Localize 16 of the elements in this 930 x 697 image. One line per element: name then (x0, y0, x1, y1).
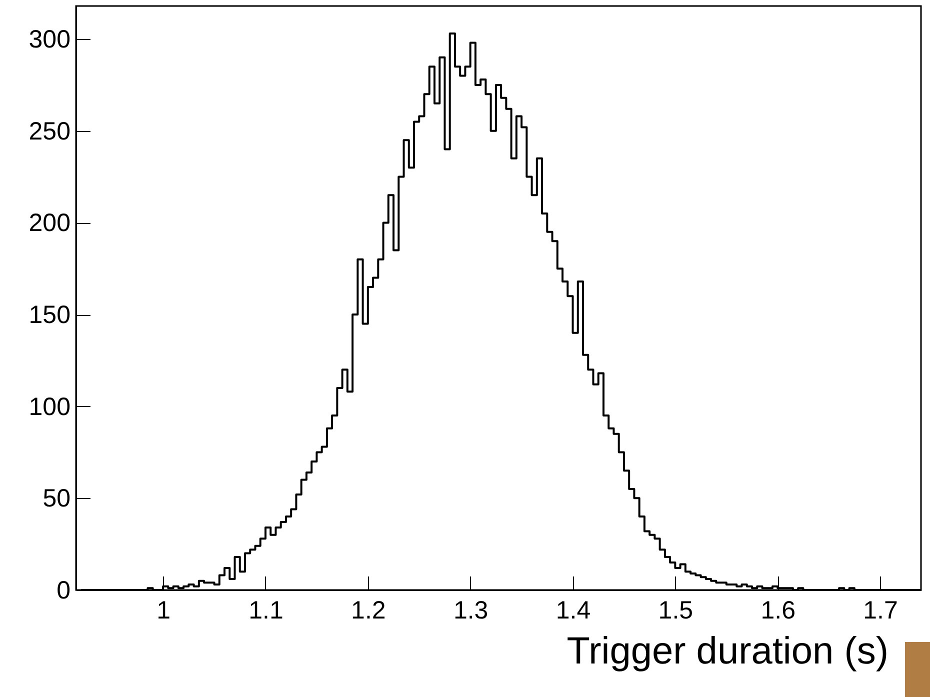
x-tick-label: 1.1 (248, 596, 284, 624)
y-tick-label: 100 (28, 392, 70, 421)
x-tick-label: 1.3 (453, 596, 488, 624)
y-tick-label: 300 (28, 26, 70, 54)
x-axis-title: Trigger duration (s) (566, 630, 888, 672)
y-tick-label: 50 (42, 484, 70, 513)
y-tick-label: 150 (28, 301, 70, 330)
y-tick-label: 250 (28, 117, 70, 146)
y-tick-label: 200 (28, 209, 70, 238)
x-tick-label: 1.6 (760, 596, 796, 624)
x-tick-label: 1.5 (658, 596, 694, 624)
x-tick-label: 1.2 (351, 596, 386, 624)
x-tick-label: 1.7 (863, 596, 898, 624)
x-tick-label: 1.4 (556, 596, 591, 624)
x-tick-label: 1 (156, 596, 171, 624)
y-tick-label: 0 (56, 576, 70, 604)
